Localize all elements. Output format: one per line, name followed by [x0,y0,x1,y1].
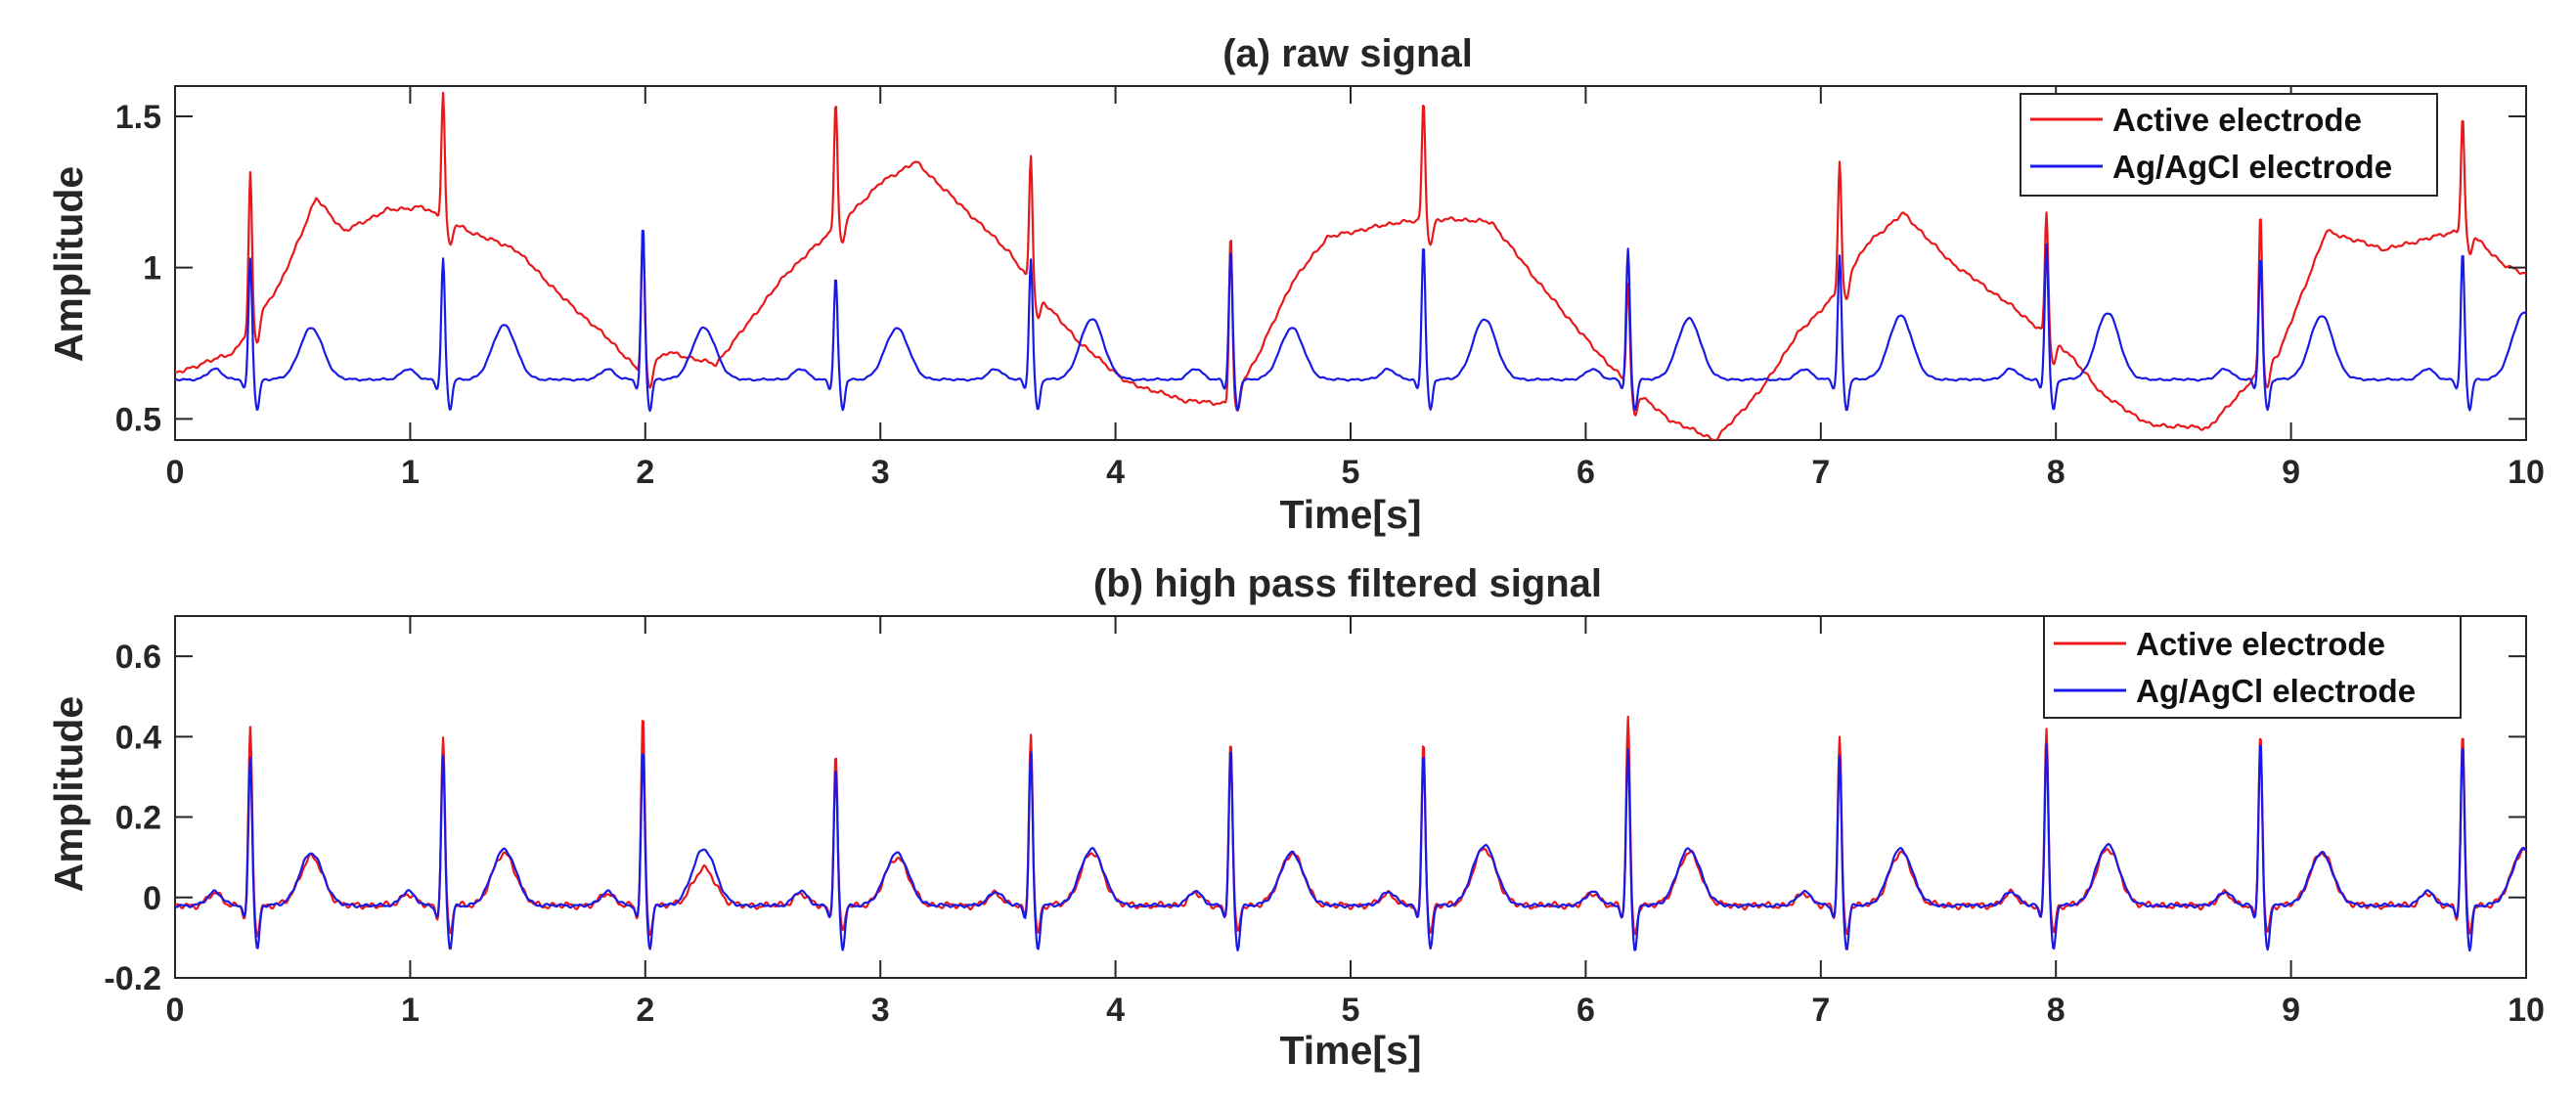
raw-signal-x-tick-label: 2 [636,454,654,491]
raw-signal-y-tick-label: 0.5 [115,401,161,438]
raw-signal-ticks: 0 1 2 3 4 5 6 7 8 9 10 0.5 1 1.5 [115,86,2545,491]
raw-signal-legend-label-agagcl: Ag/AgCl electrode [2112,149,2392,185]
filtered-signal-x-tick-label: 6 [1577,992,1595,1029]
raw-signal-y-axis-label: Amplitude [46,166,91,362]
filtered-signal-x-tick-label: 1 [401,992,420,1029]
raw-signal-legend-label-active: Active electrode [2112,102,2362,138]
raw-signal-legend: Active electrode Ag/AgCl electrode [2020,93,2438,197]
raw-signal-x-tick-label: 0 [166,454,185,491]
filtered-signal-legend-label-active: Active electrode [2136,626,2385,662]
filtered-signal-x-tick-label: 2 [636,992,654,1029]
filtered-signal-x-tick-label: 3 [871,992,890,1029]
raw-signal-title: (a) raw signal [1222,32,1473,75]
filtered-signal-ticks: 0 1 2 3 4 5 6 7 8 9 10-0.200.20.40.6 [104,616,2545,1029]
raw-signal-agagcl-electrode-line [175,229,2526,413]
raw-signal-x-tick-label: 7 [1811,454,1830,491]
raw-signal-y-tick-label: 1 [143,250,161,287]
raw-signal-panel: (a) raw signal 0 1 2 3 4 5 6 7 8 9 10 0.5 1 1.5 Time[… [46,32,2545,537]
raw-signal-x-tick-label: 10 [2508,454,2545,491]
raw-signal-x-tick-label: 9 [2282,454,2300,491]
filtered-signal-title: (b) high pass filtered signal [1093,562,1602,605]
filtered-signal-x-tick-label: 8 [2047,992,2065,1029]
raw-signal-x-axis-label: Time[s] [1279,492,1421,537]
raw-signal-x-tick-label: 5 [1342,454,1360,491]
filtered-signal-y-tick-label: -0.2 [104,960,161,997]
raw-signal-plot-area [175,91,2526,440]
raw-signal-x-tick-label: 8 [2047,454,2065,491]
filtered-signal-x-tick-label: 10 [2508,992,2545,1029]
filtered-signal-legend-label-agagcl: Ag/AgCl electrode [2136,673,2416,709]
raw-signal-active-electrode-line [175,91,2526,440]
raw-signal-x-tick-label: 3 [871,454,890,491]
raw-signal-x-tick-label: 6 [1577,454,1595,491]
filtered-signal-agagcl-electrode-line [175,743,2526,952]
filtered-signal-x-tick-label: 5 [1342,992,1360,1029]
filtered-signal-x-axis-label: Time[s] [1279,1028,1421,1073]
filtered-signal-y-tick-label: 0.6 [115,639,161,676]
filtered-signal-x-tick-label: 7 [1811,992,1830,1029]
filtered-signal-y-axis-label: Amplitude [46,696,91,892]
filtered-signal-panel: (b) high pass filtered signal 0 1 2 3 4 5 6 7 8 9… [46,562,2545,1073]
filtered-signal-legend: Active electrode Ag/AgCl electrode [2043,615,2462,719]
filtered-signal-y-tick-label: 0.4 [115,719,161,756]
filtered-signal-plot-area [175,715,2526,952]
filtered-signal-x-tick-label: 0 [166,992,185,1029]
filtered-signal-x-tick-label: 9 [2282,992,2300,1029]
filtered-signal-active-electrode-line [175,715,2526,938]
filtered-signal-y-tick-label: 0 [143,880,161,917]
filtered-signal-y-tick-label: 0.2 [115,800,161,837]
filtered-signal-x-tick-label: 4 [1106,992,1125,1029]
filtered-signal-legend-box [2043,615,2462,719]
raw-signal-y-tick-label: 1.5 [115,99,161,136]
raw-signal-x-tick-label: 4 [1106,454,1125,491]
raw-signal-x-tick-label: 1 [401,454,420,491]
raw-signal-legend-box [2020,93,2438,197]
